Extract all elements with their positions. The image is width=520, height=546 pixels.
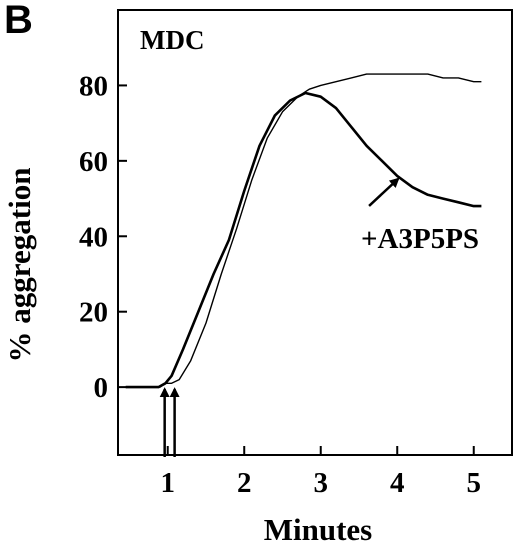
y-tick-label: 20 xyxy=(79,297,108,329)
series-line-2 xyxy=(125,91,482,389)
panel-letter: B xyxy=(4,0,33,42)
y-axis-ticks: 0 20 40 60 80 xyxy=(79,70,127,404)
x-axis-ticks: 1 2 3 4 5 xyxy=(160,446,481,499)
chart-title: MDC xyxy=(140,25,204,55)
x-tick-label: 5 xyxy=(466,467,481,499)
y-tick-label: 60 xyxy=(79,146,108,178)
x-tick-label: 4 xyxy=(390,467,405,499)
annotation-arrow xyxy=(368,177,400,207)
x-axis-label: Minutes xyxy=(264,512,373,546)
plot-frame xyxy=(117,9,513,456)
x-tick-label: 3 xyxy=(313,467,328,499)
x-tick-label: 2 xyxy=(237,467,252,499)
annotation-layer: +A3P5PS xyxy=(361,177,479,255)
trigger-arrows xyxy=(159,387,180,457)
x-tick-label: 1 xyxy=(160,467,175,499)
y-tick-label: 80 xyxy=(79,70,108,102)
y-tick-label: 40 xyxy=(79,221,108,253)
y-tick-label: 0 xyxy=(94,372,109,404)
annotation-label: +A3P5PS xyxy=(361,223,479,255)
series-layer xyxy=(125,73,482,389)
y-axis-label: % aggregation xyxy=(2,168,37,363)
